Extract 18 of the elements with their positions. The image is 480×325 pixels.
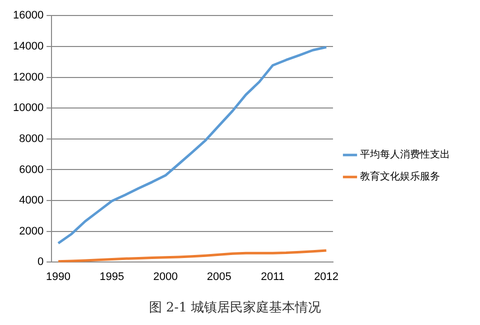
y-tick-label: 12000 [12,71,44,84]
y-tick-label: 10000 [12,102,44,114]
x-tick-label: 2011 [260,270,285,283]
x-tick-label: 1995 [100,270,124,283]
x-tick-label: 2005 [206,270,232,283]
legend-label: 平均每人消费性支出 [360,148,450,161]
y-tick-label: 0 [37,256,44,268]
x-tick-label: 2012 [314,270,339,283]
y-tick-label: 16000 [12,10,44,22]
legend-label: 教育文化娱乐服务 [360,170,440,183]
x-tick-label: 2000 [153,270,178,283]
y-tick-label: 14000 [12,40,44,52]
y-tick-label: 6000 [19,164,44,176]
y-tick-label: 4000 [19,194,44,207]
x-tick-label: 1990 [46,270,71,283]
y-tick-label: 8000 [19,132,44,145]
text: 图 2-1 城镇居民家庭基本情况 [148,300,322,316]
y-tick-label: 2000 [19,225,44,238]
